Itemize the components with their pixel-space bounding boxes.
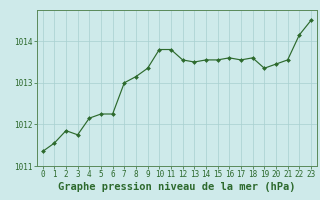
X-axis label: Graphe pression niveau de la mer (hPa): Graphe pression niveau de la mer (hPa) <box>58 182 296 192</box>
